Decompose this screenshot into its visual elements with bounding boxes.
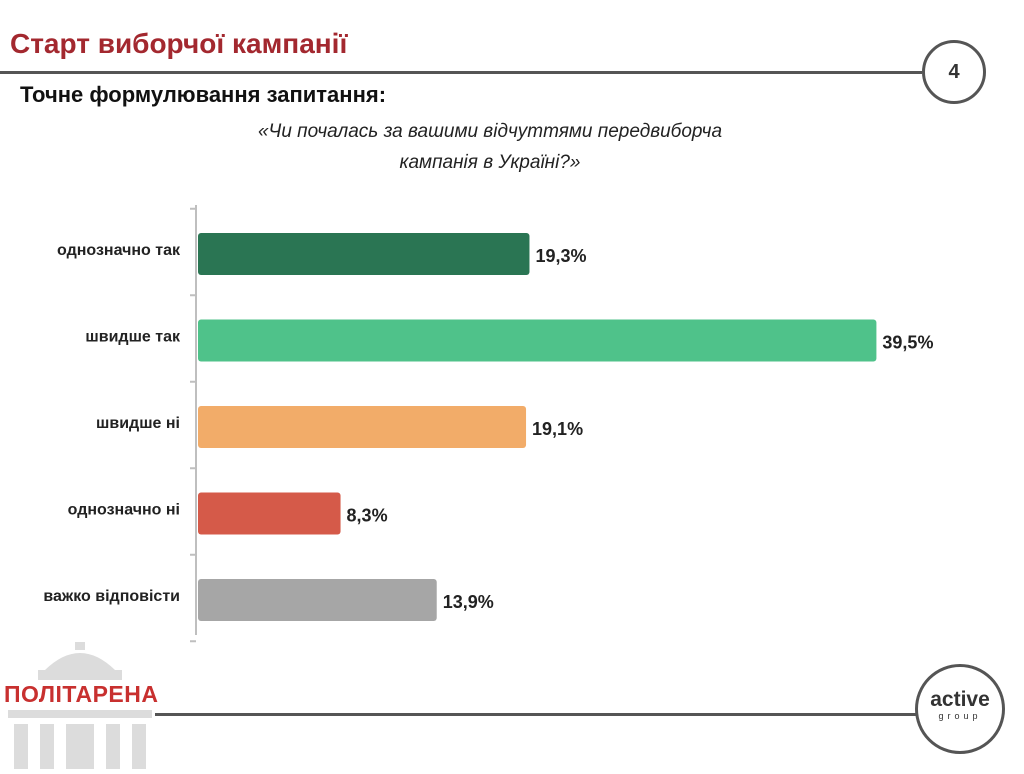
value-label: 19,3% [535,246,586,266]
page-number-badge: 4 [922,40,986,104]
category-label: важко відповісти [43,588,180,605]
politarena-logo-text: ПОЛІТАРЕНА [4,681,159,708]
bar-5 [198,579,437,621]
footer-divider [155,713,920,716]
bar-4 [198,492,341,535]
bar-3 [198,406,527,448]
active-group-logo: active group [915,664,1005,754]
value-label: 39,5% [882,333,933,353]
page-title: Старт виборчої кампанії [10,28,348,59]
bar-1 [198,233,530,275]
header-divider [0,71,922,74]
bar-2 [198,319,877,362]
page-number: 4 [948,60,960,83]
parliament-building-icon [8,642,152,769]
value-label: 8,3% [347,506,388,526]
question-heading: Точне формулювання запитання: [20,82,387,107]
value-label: 13,9% [443,592,494,612]
question-text: «Чи почалась за вашими відчуттями передв… [200,116,780,178]
bar-chart: однозначно так 19,3% швидше так 39,5% швидше… [43,205,933,643]
brand-name: active [930,688,990,711]
category-label: однозначно так [57,242,181,259]
value-label: 19,1% [532,419,583,439]
question-line-1: «Чи почалась за вашими відчуттями передв… [257,121,723,142]
politarena-logo [0,640,160,769]
category-label: однозначно ні [68,502,180,519]
category-label: швидше так [85,329,181,346]
brand-subname: group [938,711,982,721]
category-label: швидше ні [96,415,180,432]
question-line-2: кампанія в Україні?» [399,152,581,173]
